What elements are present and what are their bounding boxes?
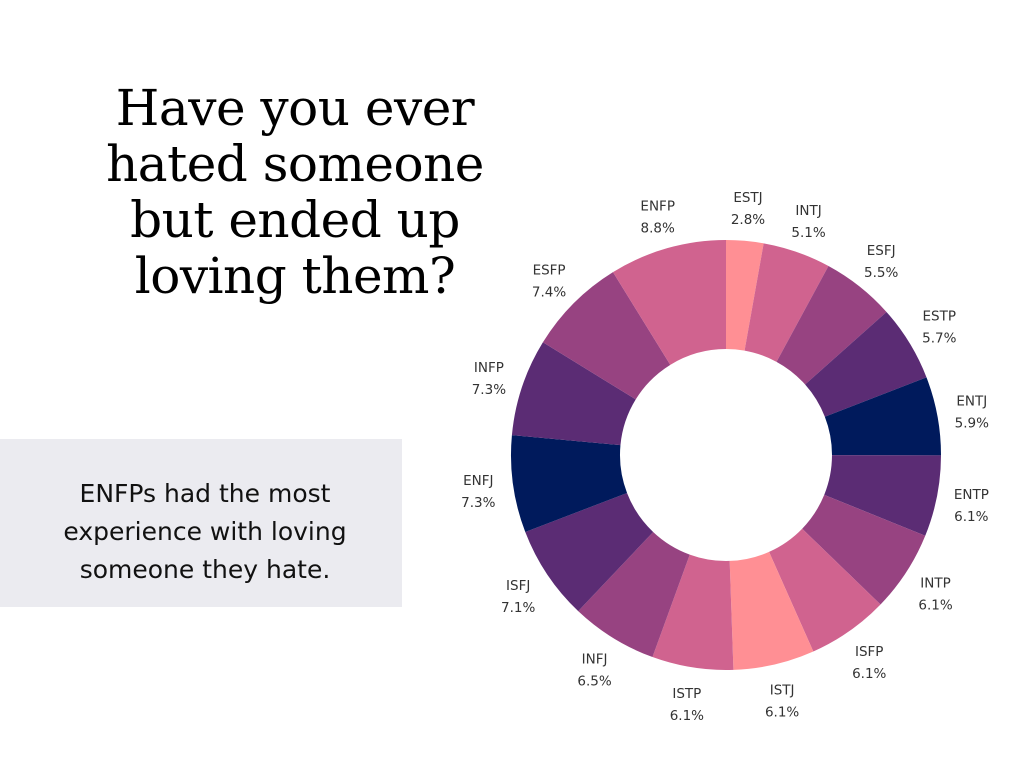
callout-box: ENFPs had the most experience with lovin… <box>0 439 402 607</box>
slice-value-enfp: 8.8% <box>641 221 675 237</box>
slice-label-intp: INTP <box>920 575 950 591</box>
slice-intp <box>802 494 926 605</box>
slice-label-entj: ENTJ <box>956 393 987 409</box>
slice-esfp <box>542 272 671 400</box>
slice-label-esfp: ESFP <box>533 262 566 278</box>
slice-label-isfp: ISFP <box>855 644 883 660</box>
slice-value-entp: 6.1% <box>954 509 988 525</box>
slice-value-esfj: 5.5% <box>864 265 898 281</box>
slice-estp <box>805 311 927 417</box>
slice-value-intj: 5.1% <box>791 225 825 241</box>
slice-entp <box>824 455 941 536</box>
slice-label-istp: ISTP <box>672 686 701 702</box>
slice-value-infj: 6.5% <box>577 674 611 690</box>
slice-entj <box>824 377 941 456</box>
slice-label-enfj: ENFJ <box>463 473 493 489</box>
slice-value-istp: 6.1% <box>670 708 704 724</box>
slice-value-isfj: 7.1% <box>501 600 535 616</box>
slice-label-intj: INTJ <box>795 203 821 219</box>
slice-infj <box>578 531 690 658</box>
slice-label-infp: INFP <box>474 360 504 376</box>
slice-value-esfp: 7.4% <box>532 284 566 300</box>
slice-value-infp: 7.3% <box>472 382 506 398</box>
slice-value-isfp: 6.1% <box>852 666 886 682</box>
slice-label-istj: ISTJ <box>770 683 795 699</box>
slice-label-isfj: ISFJ <box>506 578 530 594</box>
slice-value-istj: 6.1% <box>765 705 799 721</box>
page-title: Have you ever hated someone but ended up… <box>106 79 484 305</box>
slice-istj <box>729 551 814 670</box>
callout-text: ENFPs had the most experience with lovin… <box>63 479 347 584</box>
slice-value-estp: 5.7% <box>922 331 956 347</box>
slice-isfp <box>769 528 881 652</box>
slice-label-enfp: ENFP <box>640 199 675 215</box>
slice-estj <box>726 240 764 351</box>
slice-value-estj: 2.8% <box>731 212 765 228</box>
slice-infp <box>511 342 636 446</box>
slice-value-intp: 6.1% <box>918 597 952 613</box>
slice-label-entp: ENTP <box>954 487 989 503</box>
slice-label-infj: INFJ <box>582 652 608 668</box>
slice-istp <box>652 554 734 670</box>
slice-value-enfj: 7.3% <box>461 495 495 511</box>
slice-enfp <box>612 240 726 365</box>
slice-label-esfj: ESFJ <box>867 243 896 259</box>
slice-esfj <box>776 265 887 385</box>
slice-value-entj: 5.9% <box>955 415 989 431</box>
slice-label-estp: ESTP <box>923 309 957 325</box>
slice-isfj <box>525 492 654 612</box>
slice-enfj <box>511 435 628 533</box>
slice-intj <box>744 243 829 362</box>
slice-label-estj: ESTJ <box>733 190 762 206</box>
